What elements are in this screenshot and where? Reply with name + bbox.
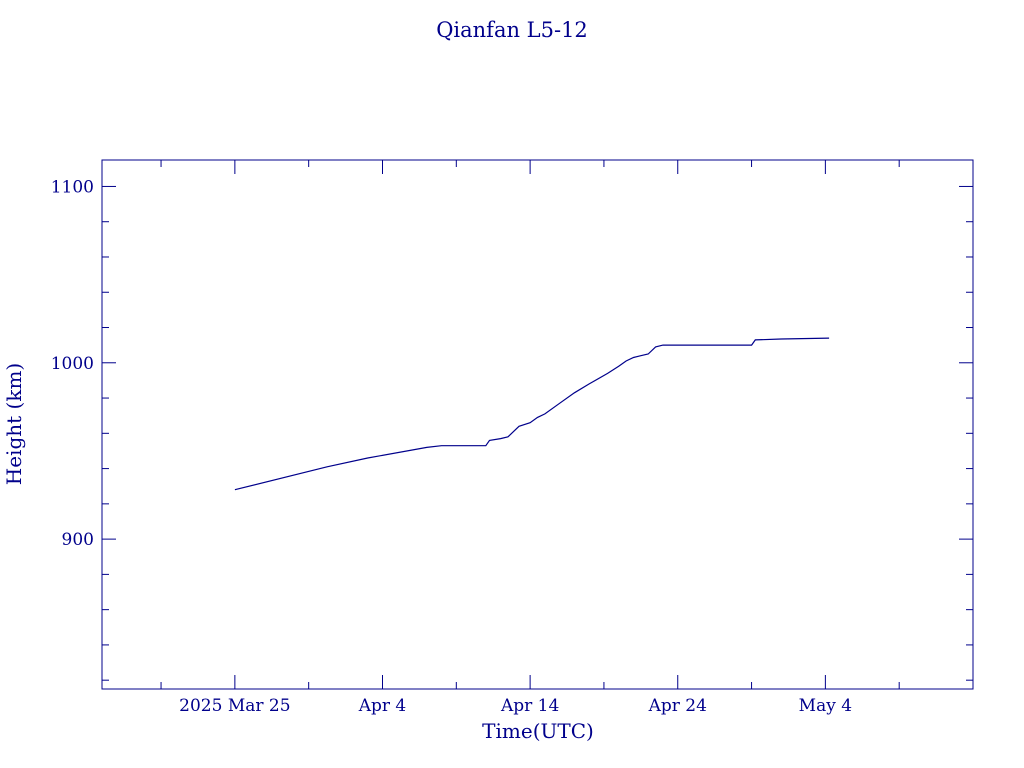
y-axis-label: Height (km) xyxy=(2,363,26,485)
x-axis: 2025 Mar 25 Apr 4 Apr 14 Apr 24 May 4 xyxy=(160,160,900,716)
x-tick-label: Apr 14 xyxy=(500,696,559,716)
y-tick-label: 1000 xyxy=(51,354,94,374)
y-tick-label: 1100 xyxy=(51,177,94,197)
plot-frame xyxy=(101,159,974,690)
y-tick-label: 900 xyxy=(62,530,94,550)
x-axis-label: Time(UTC) xyxy=(482,719,594,743)
height-series-line xyxy=(234,337,830,491)
plot-border xyxy=(101,159,974,690)
x-tick-label: 2025 Mar 25 xyxy=(179,696,290,716)
x-tick-label: May 4 xyxy=(799,696,852,716)
x-tick-label: Apr 24 xyxy=(648,696,707,716)
y-axis: 900 1000 1100 xyxy=(51,177,973,681)
x-tick-label: Apr 4 xyxy=(358,696,407,716)
chart-title: Qianfan L5-12 xyxy=(436,18,588,42)
